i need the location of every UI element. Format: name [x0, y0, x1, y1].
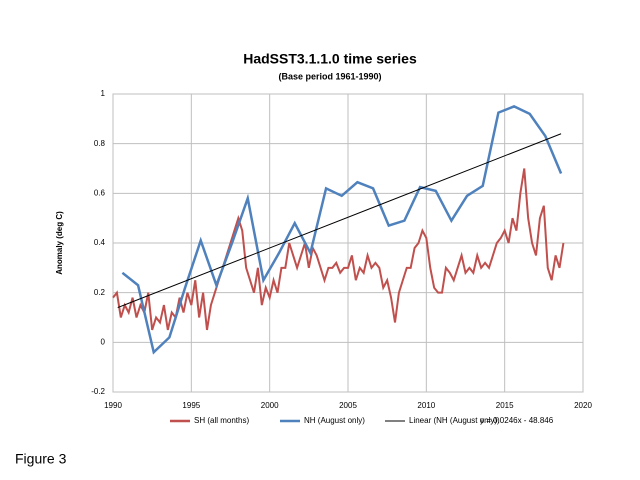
x-tick-label: 2015 — [496, 401, 514, 410]
x-tick-label: 2005 — [339, 401, 357, 410]
y-tick-label: 0.4 — [94, 238, 106, 247]
y-tick-label: 0.6 — [94, 188, 106, 197]
chart-title: HadSST3.1.1.0 time series — [243, 51, 417, 67]
annotation: y = 0.0246x - 48.846 — [480, 416, 554, 425]
legend-label: Linear (NH (August only)) — [409, 416, 500, 425]
series-line — [121, 105, 563, 355]
y-axis-label: Anomaly (deg C) — [55, 211, 64, 275]
x-tick-label: 1990 — [104, 401, 122, 410]
y-tick-label: 0.8 — [94, 139, 106, 148]
plot-frame — [112, 93, 584, 393]
y-tick-label: -0.2 — [91, 387, 105, 396]
figure-label: Figure 3 — [15, 451, 67, 467]
y-tick-label: 0 — [101, 337, 106, 346]
x-tick-label: 1995 — [182, 401, 200, 410]
series-line — [112, 168, 565, 331]
series-line — [117, 133, 562, 309]
legend-label: NH (August only) — [304, 416, 365, 425]
x-tick-label: 2000 — [261, 401, 279, 410]
x-tick-label: 2020 — [574, 401, 592, 410]
chart-subtitle: (Base period 1961-1990) — [278, 71, 381, 81]
y-tick-label: 0.2 — [94, 288, 106, 297]
y-tick-label: 1 — [101, 89, 106, 98]
legend-label: SH (all months) — [194, 416, 249, 425]
x-tick-label: 2010 — [417, 401, 435, 410]
